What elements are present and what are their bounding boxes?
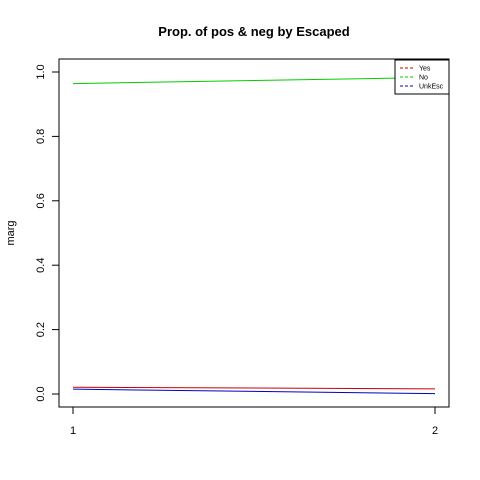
- y-tick-label: 0.4: [35, 258, 47, 273]
- y-tick-label: 0.0: [35, 386, 47, 401]
- plot-frame: [58, 58, 450, 408]
- legend: Yes No UnkEsc: [394, 59, 450, 95]
- x-tick-label: 1: [70, 425, 76, 437]
- series-line-unkesc: [72, 388, 436, 395]
- y-tick-label: 0.2: [35, 322, 47, 337]
- y-axis-label: marg: [5, 220, 17, 245]
- y-tick-label: 0.6: [35, 193, 47, 208]
- legend-label: Yes: [419, 66, 431, 73]
- series-line-yes: [72, 386, 436, 390]
- series-line-no: [72, 76, 436, 85]
- series-lines: [72, 76, 436, 395]
- x-tick-label: 2: [432, 425, 438, 437]
- legend-label: UnkEsc: [419, 84, 444, 91]
- legend-box: [394, 59, 450, 95]
- y-tick-label: 1.0: [35, 64, 47, 79]
- y-tick-label: 0.8: [35, 129, 47, 144]
- chart-title: Prop. of pos & neg by Escaped: [158, 24, 349, 39]
- y-axis: 0.0 0.2 0.4 0.6 0.8 1.0: [35, 64, 60, 402]
- legend-label: No: [419, 75, 428, 82]
